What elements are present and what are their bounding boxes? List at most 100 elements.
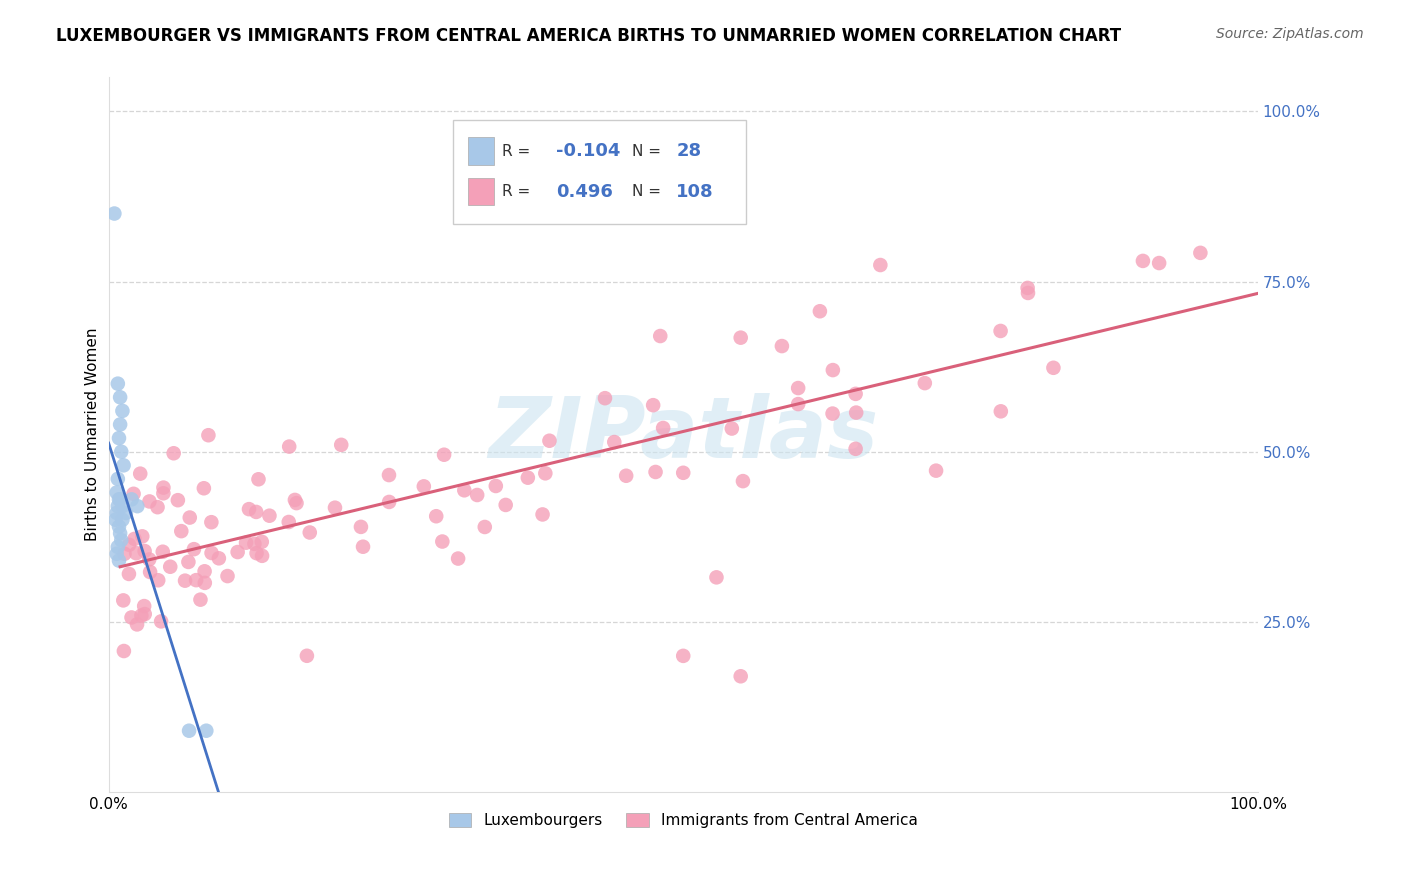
Point — [238, 502, 260, 516]
Point — [285, 496, 308, 510]
Text: -0.104: -0.104 — [555, 142, 620, 160]
Point — [129, 467, 152, 481]
Point — [652, 421, 675, 435]
Point — [111, 513, 134, 527]
Point — [278, 440, 301, 454]
Text: Source: ZipAtlas.com: Source: ZipAtlas.com — [1216, 27, 1364, 41]
Point — [174, 574, 197, 588]
Point — [170, 524, 193, 538]
Text: R =: R = — [502, 144, 534, 159]
Point — [614, 468, 637, 483]
Point — [1017, 285, 1039, 300]
Point — [534, 467, 557, 481]
Point — [177, 723, 200, 738]
Point — [108, 519, 131, 533]
Point — [108, 492, 131, 507]
Point — [1042, 360, 1064, 375]
Text: N =: N = — [631, 185, 665, 199]
Point — [644, 465, 666, 479]
Point — [121, 492, 143, 507]
Point — [821, 407, 844, 421]
Point — [108, 553, 131, 567]
Point — [107, 472, 129, 486]
Point — [107, 540, 129, 554]
Point — [808, 304, 831, 318]
Point — [108, 492, 131, 507]
Point — [112, 593, 135, 607]
Point — [112, 458, 135, 473]
Point — [516, 471, 538, 485]
Point — [186, 573, 208, 587]
Point — [148, 574, 170, 588]
Point — [167, 493, 190, 508]
Point — [134, 607, 156, 621]
Point — [350, 520, 373, 534]
Point — [551, 203, 574, 218]
Text: R =: R = — [502, 185, 534, 199]
Point — [108, 390, 131, 404]
Point — [193, 481, 215, 495]
Point — [914, 376, 936, 390]
Point — [111, 404, 134, 418]
Point — [869, 258, 891, 272]
Point — [412, 479, 434, 493]
Point — [134, 544, 156, 558]
Point — [103, 206, 125, 220]
Point — [378, 495, 401, 509]
Point — [121, 610, 143, 624]
Point — [1132, 254, 1154, 268]
Point — [603, 435, 626, 450]
Point — [730, 331, 752, 345]
Point — [108, 417, 131, 432]
Point — [295, 648, 318, 663]
Point — [107, 499, 129, 513]
Point — [104, 513, 127, 527]
Point — [495, 498, 517, 512]
Text: 0.496: 0.496 — [555, 183, 613, 201]
Point — [125, 546, 148, 560]
Point — [990, 324, 1012, 338]
Point — [217, 569, 239, 583]
Point — [465, 488, 488, 502]
Point — [122, 487, 145, 501]
Point — [131, 608, 153, 623]
Point — [110, 444, 132, 458]
Point — [115, 506, 138, 520]
Point — [330, 438, 353, 452]
Point — [247, 472, 270, 486]
Point — [163, 446, 186, 460]
Point — [1189, 245, 1212, 260]
Point — [131, 529, 153, 543]
Point — [1147, 256, 1170, 270]
Point — [720, 421, 742, 435]
Point — [453, 483, 475, 498]
Point — [425, 509, 447, 524]
Point — [197, 428, 219, 442]
Point — [845, 387, 868, 401]
Point — [787, 381, 810, 395]
Point — [105, 506, 128, 520]
Point — [730, 669, 752, 683]
Point — [235, 535, 257, 549]
Point — [447, 551, 470, 566]
Point — [138, 494, 160, 508]
Point — [352, 540, 374, 554]
Legend: Luxembourgers, Immigrants from Central America: Luxembourgers, Immigrants from Central A… — [443, 806, 924, 834]
Point — [990, 404, 1012, 418]
Point — [152, 545, 174, 559]
Point — [110, 533, 132, 548]
Point — [731, 474, 754, 488]
Point — [183, 542, 205, 557]
Point — [200, 515, 222, 529]
Point — [152, 481, 174, 495]
Y-axis label: Births to Unmarried Women: Births to Unmarried Women — [86, 328, 100, 541]
Point — [787, 397, 810, 411]
Point — [245, 505, 267, 519]
Point — [190, 592, 212, 607]
Point — [284, 492, 307, 507]
Point — [105, 547, 128, 561]
Text: N =: N = — [631, 144, 665, 159]
Point — [643, 398, 665, 412]
Point — [1017, 281, 1039, 295]
Point — [250, 534, 273, 549]
